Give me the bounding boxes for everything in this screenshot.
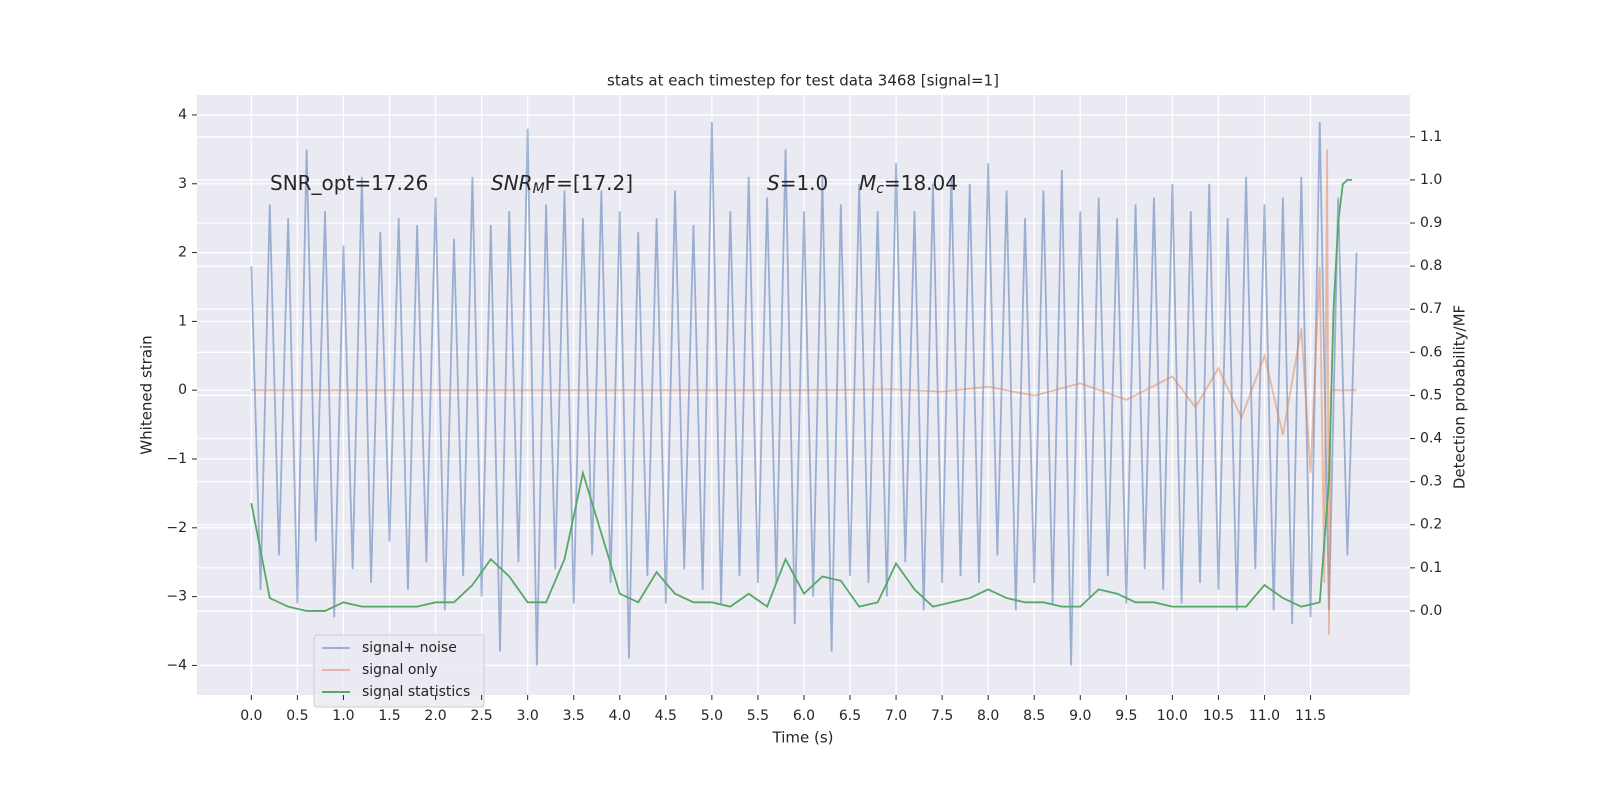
- y-tick-label: 2: [178, 245, 187, 261]
- x-tick-label: 0.0: [240, 708, 262, 724]
- legend-label: signal statistics: [362, 684, 470, 700]
- x-tick-label: 3.0: [517, 708, 539, 724]
- annotation-symbol: SNR: [491, 170, 533, 194]
- y2-tick-label: 0.7: [1420, 301, 1442, 317]
- y-tick-label: 0: [178, 382, 187, 398]
- y-tick-label: −3: [166, 589, 187, 605]
- x-tick-label: 9.5: [1115, 708, 1137, 724]
- x-tick-label: 10.0: [1157, 708, 1188, 724]
- y-tick-label: −2: [166, 520, 187, 536]
- annotation-symbol: S: [767, 170, 780, 194]
- y2-tick-label: 0.4: [1420, 431, 1442, 447]
- chart-title: stats at each timestep for test data 346…: [607, 72, 999, 90]
- x-tick-label: 10.5: [1203, 708, 1234, 724]
- y2-tick-label: 0.0: [1420, 603, 1442, 619]
- series-line: [250, 121, 1358, 666]
- y2-tick-label: 0.1: [1420, 560, 1442, 576]
- y2-tick-label: 1.0: [1420, 172, 1442, 188]
- annotation: S=1.0: [767, 170, 828, 194]
- legend-label: signal+ noise: [362, 640, 457, 656]
- x-axis-label: Time (s): [772, 729, 834, 747]
- x-tick-label: 6.0: [793, 708, 815, 724]
- x-tick-label: 7.0: [885, 708, 907, 724]
- x-tick-label: 9.0: [1069, 708, 1091, 724]
- annotations: SNR_opt=17.26 SNRMF=[17.2] S=1.0 Mc=18.04: [270, 170, 958, 197]
- y-tick-label: −1: [166, 451, 187, 467]
- annotation-text: =18.04: [884, 170, 958, 194]
- x-tick-label: 2.5: [470, 708, 492, 724]
- x-tick-label: 4.5: [655, 708, 677, 724]
- annotation: SNRMF=[17.2]: [491, 170, 633, 197]
- legend-label: signal only: [362, 662, 437, 678]
- y2-tick-label: 0.6: [1420, 344, 1442, 360]
- annotation-text: =1.0: [780, 170, 829, 194]
- x-tick-label: 5.5: [747, 708, 769, 724]
- x-tick-label: 5.0: [701, 708, 723, 724]
- x-tick-label: 0.5: [286, 708, 308, 724]
- legend-box: [313, 634, 485, 708]
- x-tick-label: 1.0: [332, 708, 354, 724]
- series-line: [250, 179, 1352, 612]
- x-tick-label: 11.0: [1249, 708, 1280, 724]
- annotation-text: SNR_opt=17.26: [270, 170, 428, 194]
- x-tick-label: 11.5: [1295, 708, 1326, 724]
- annotation-subscript: c: [876, 181, 884, 197]
- y-tick-label: 1: [178, 313, 187, 329]
- y-tick-label: −4: [166, 657, 187, 673]
- y-axis-label: Whitened strain: [138, 335, 156, 454]
- x-tick-label: 4.0: [609, 708, 631, 724]
- y2-tick-label: 1.1: [1420, 129, 1442, 145]
- annotation: SNR_opt=17.26: [270, 170, 428, 194]
- annotation-subscript: M: [533, 181, 545, 197]
- x-tick-label: 8.0: [977, 708, 999, 724]
- x-tick-label: 1.5: [378, 708, 400, 724]
- y2-tick-label: 0.2: [1420, 517, 1442, 533]
- series-line: [251, 149, 1357, 635]
- y-tick-label: 3: [178, 176, 187, 192]
- annotation: Mc=18.04: [859, 170, 958, 197]
- x-tick-label: 8.5: [1023, 708, 1045, 724]
- annotation-text: F=[17.2]: [545, 170, 633, 194]
- y2-tick-label: 0.8: [1420, 258, 1442, 274]
- legend: signal+ noise signal only signal statistic…: [313, 634, 485, 708]
- lines: [250, 121, 1358, 666]
- x-tick-label: 7.5: [931, 708, 953, 724]
- y-tick-label: 4: [178, 107, 187, 123]
- y2-tick-label: 0.5: [1420, 387, 1442, 403]
- x-tick-label: 6.5: [839, 708, 861, 724]
- x-tick-label: 3.5: [563, 708, 585, 724]
- y2-axis-label: Detection probability/MF: [1451, 305, 1469, 489]
- annotation-symbol: M: [859, 170, 876, 194]
- y2-tick-label: 0.3: [1420, 474, 1442, 490]
- x-tick-label: 2.0: [424, 708, 446, 724]
- y2-tick-label: 0.9: [1420, 215, 1442, 231]
